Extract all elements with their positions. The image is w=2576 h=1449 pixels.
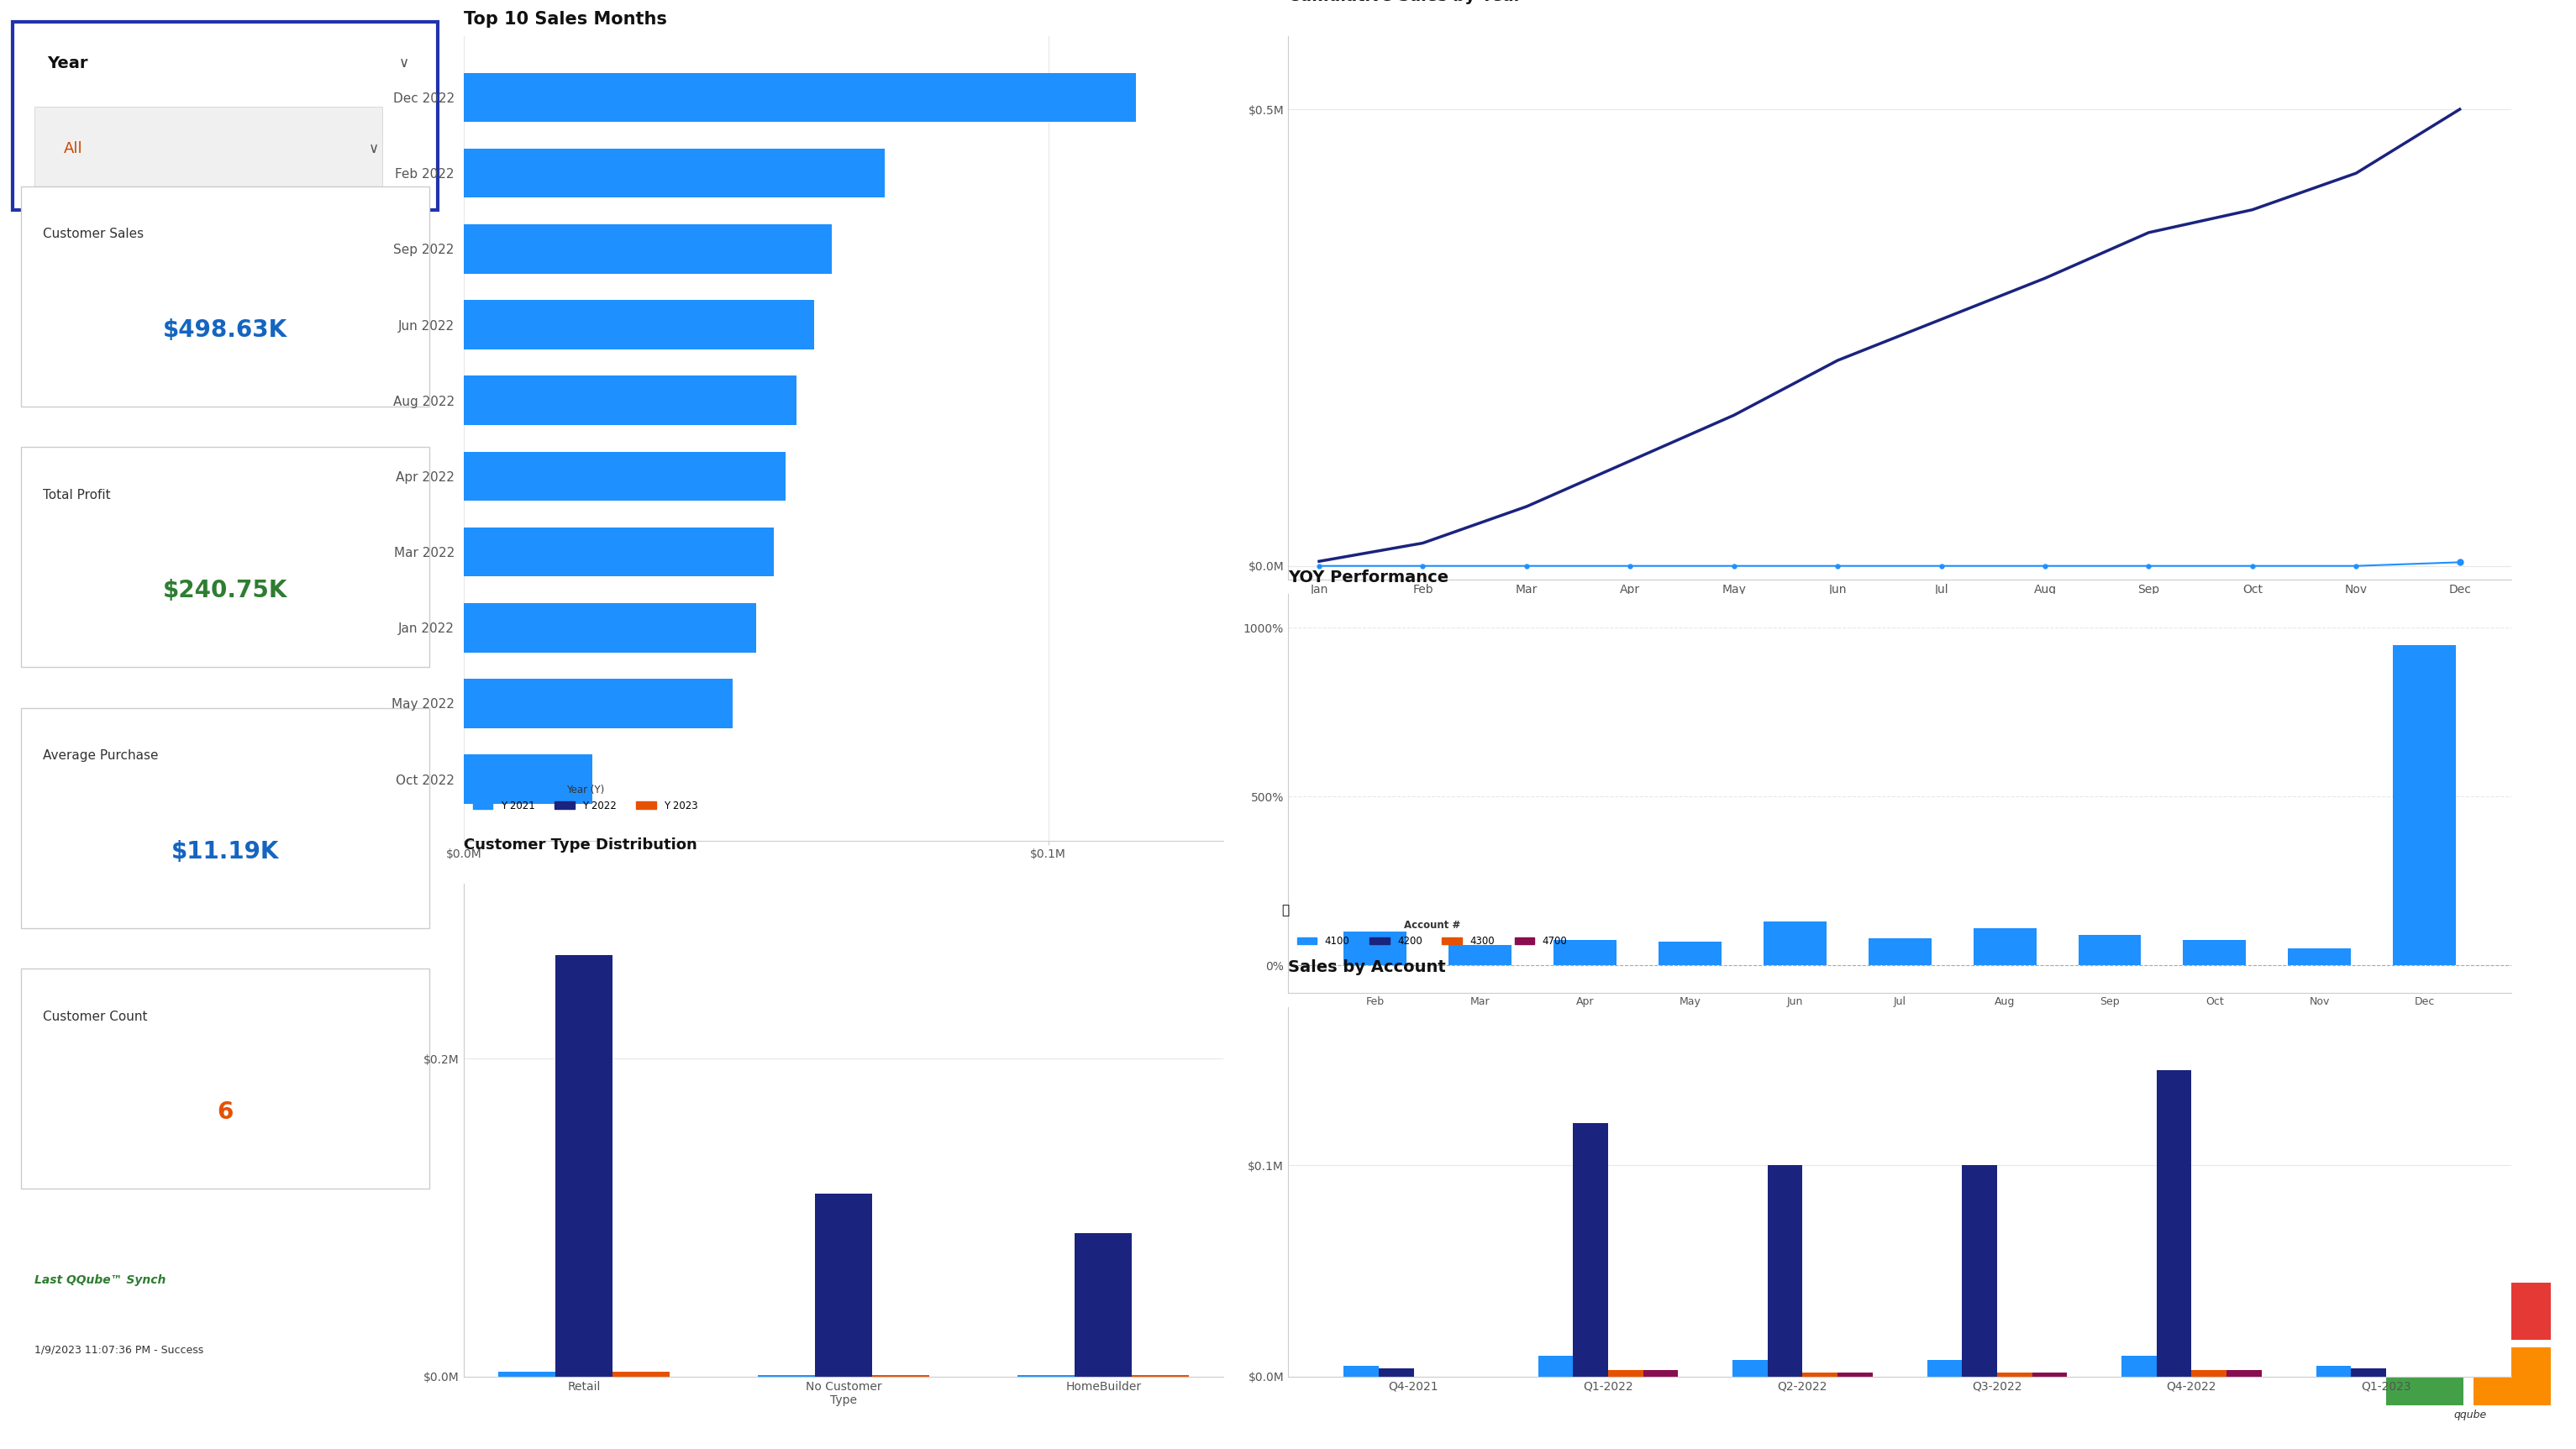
Text: Cumulative Sales by Year: Cumulative Sales by Year [1288, 0, 1522, 4]
Bar [2287, 949, 2352, 965]
FancyBboxPatch shape [13, 22, 438, 210]
FancyBboxPatch shape [2473, 1348, 2550, 1406]
Bar [873, 1375, 930, 1377]
Bar [1996, 1372, 2032, 1377]
Text: $498.63K: $498.63K [162, 317, 289, 342]
Bar [1963, 1165, 1996, 1377]
Bar [2316, 1366, 2352, 1377]
Bar [464, 149, 884, 197]
Text: 1/9/2023 11:07:36 PM - Success: 1/9/2023 11:07:36 PM - Success [33, 1345, 204, 1355]
Bar [2192, 1371, 2226, 1377]
Text: Last QQube™ Synch: Last QQube™ Synch [33, 1275, 165, 1287]
FancyBboxPatch shape [2473, 1282, 2550, 1340]
Text: Sales by Account: Sales by Account [1288, 959, 1445, 975]
Bar [2182, 940, 2246, 965]
Bar [464, 603, 755, 652]
Text: ∨: ∨ [399, 55, 410, 71]
Bar [497, 1372, 556, 1377]
Text: Top 10 Sales Months: Top 10 Sales Months [464, 12, 667, 28]
Bar [2352, 1368, 2385, 1377]
Text: Year: Year [46, 55, 88, 71]
FancyBboxPatch shape [21, 969, 430, 1188]
Legend: 4100, 4200, 4300, 4700: 4100, 4200, 4300, 4700 [1293, 916, 1571, 951]
Bar [2393, 645, 2455, 965]
FancyBboxPatch shape [21, 709, 430, 927]
Bar [1607, 1371, 1643, 1377]
Bar [2226, 1371, 2262, 1377]
Bar [464, 375, 796, 425]
Bar [1018, 1375, 1074, 1377]
Bar [1767, 1165, 1803, 1377]
Text: ∨: ∨ [368, 142, 379, 156]
Text: All: All [64, 142, 82, 156]
Bar [1927, 1359, 1963, 1377]
Legend: Y 2021, Y 2022, Y 2023: Y 2021, Y 2022, Y 2023 [469, 781, 703, 816]
FancyBboxPatch shape [2385, 1282, 2463, 1340]
Text: 6: 6 [216, 1100, 234, 1124]
Bar [1734, 1359, 1767, 1377]
FancyBboxPatch shape [21, 448, 430, 667]
Bar [464, 527, 773, 577]
Bar [464, 755, 592, 804]
Bar [1803, 1372, 1837, 1377]
Text: qqube: qqube [2455, 1410, 2486, 1420]
Text: Customer Type Distribution: Customer Type Distribution [464, 838, 698, 852]
Bar [2032, 1372, 2066, 1377]
Bar [1345, 932, 1406, 965]
Bar [556, 955, 613, 1377]
Bar [464, 452, 786, 501]
Bar [1131, 1375, 1190, 1377]
Bar [1538, 1355, 1574, 1377]
Text: $240.75K: $240.75K [162, 578, 289, 603]
Bar [1553, 940, 1618, 965]
Bar [814, 1194, 873, 1377]
Text: Average Purchase: Average Purchase [44, 749, 157, 762]
FancyBboxPatch shape [21, 187, 430, 406]
FancyBboxPatch shape [33, 107, 384, 191]
Bar [2156, 1071, 2192, 1377]
Bar [1378, 1368, 1414, 1377]
Bar [2079, 935, 2141, 965]
Text: 📅: 📅 [1283, 904, 1291, 916]
Bar [464, 72, 1136, 122]
Bar [1345, 1366, 1378, 1377]
Text: Customer Sales: Customer Sales [44, 227, 144, 241]
Bar [1448, 945, 1512, 965]
Bar [1868, 939, 1932, 965]
Text: Total Profit: Total Profit [44, 488, 111, 501]
Text: YOY Performance: YOY Performance [1288, 569, 1448, 585]
Bar [464, 300, 814, 349]
FancyBboxPatch shape [2385, 1348, 2463, 1406]
Bar [1074, 1233, 1131, 1377]
Bar [464, 225, 832, 274]
Bar [1837, 1372, 1873, 1377]
Text: $11.19K: $11.19K [173, 839, 278, 864]
Bar [464, 680, 732, 727]
Bar [1574, 1123, 1607, 1377]
Bar [1973, 929, 2035, 965]
Bar [1643, 1371, 1677, 1377]
Bar [2123, 1355, 2156, 1377]
Bar [757, 1375, 814, 1377]
Text: Customer Count: Customer Count [44, 1010, 147, 1023]
Bar [613, 1372, 670, 1377]
Bar [1659, 942, 1721, 965]
Bar [1765, 922, 1826, 965]
